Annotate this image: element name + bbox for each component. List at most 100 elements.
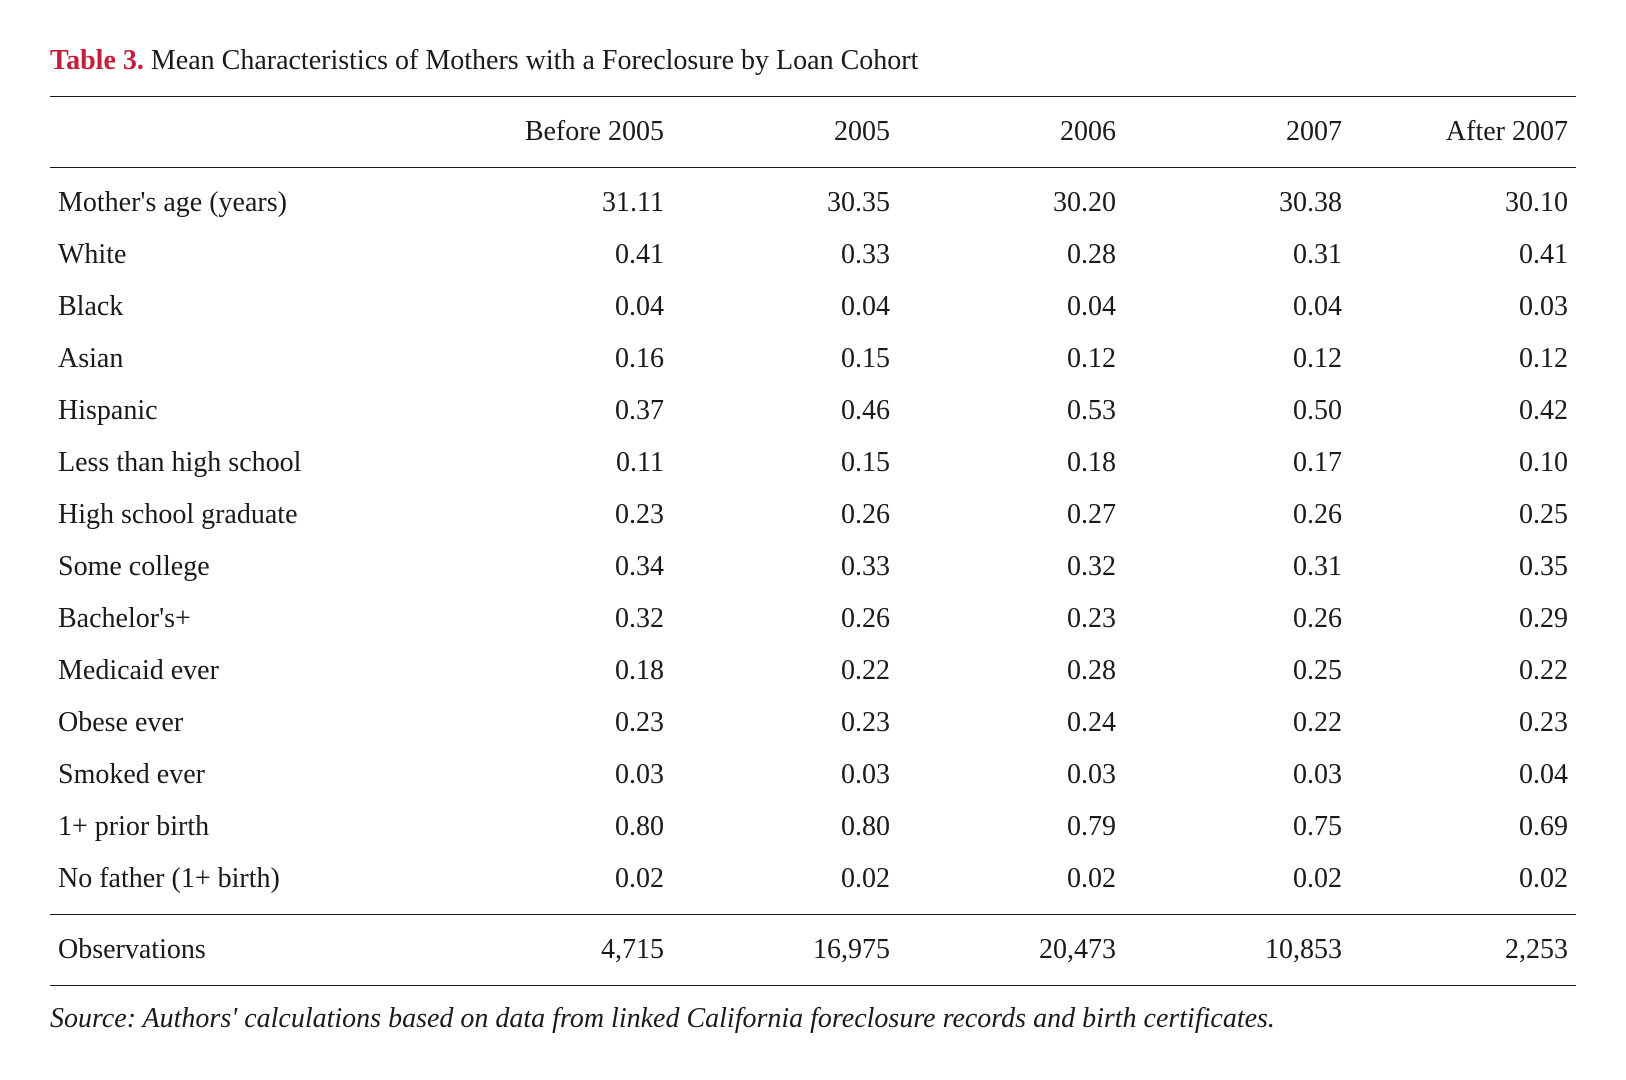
cell-value: 0.79 bbox=[898, 801, 1124, 853]
col-header-blank bbox=[50, 97, 446, 168]
cell-value: 0.12 bbox=[1350, 333, 1576, 385]
cell-value: 0.26 bbox=[1124, 593, 1350, 645]
table-row: Medicaid ever0.180.220.280.250.22 bbox=[50, 645, 1576, 697]
table-row: Obese ever0.230.230.240.220.23 bbox=[50, 697, 1576, 749]
cell-value: 0.15 bbox=[672, 437, 898, 489]
cell-value: 0.41 bbox=[446, 229, 672, 281]
row-label: Obese ever bbox=[50, 697, 446, 749]
cell-value: 0.23 bbox=[672, 697, 898, 749]
cell-value: 0.34 bbox=[446, 541, 672, 593]
cell-value: 0.12 bbox=[898, 333, 1124, 385]
cell-value: 0.50 bbox=[1124, 385, 1350, 437]
cell-value: 0.04 bbox=[898, 281, 1124, 333]
observations-value: 20,473 bbox=[898, 915, 1124, 986]
cell-value: 0.23 bbox=[898, 593, 1124, 645]
cell-value: 0.11 bbox=[446, 437, 672, 489]
source-label: Source: bbox=[50, 1003, 136, 1034]
cell-value: 30.10 bbox=[1350, 168, 1576, 230]
table-row: Mother's age (years)31.1130.3530.2030.38… bbox=[50, 168, 1576, 230]
cell-value: 0.17 bbox=[1124, 437, 1350, 489]
cell-value: 0.02 bbox=[446, 853, 672, 915]
cell-value: 0.26 bbox=[1124, 489, 1350, 541]
cell-value: 0.18 bbox=[446, 645, 672, 697]
table-row: Asian0.160.150.120.120.12 bbox=[50, 333, 1576, 385]
source-text: Authors' calculations based on data from… bbox=[143, 1003, 1275, 1034]
row-label: Black bbox=[50, 281, 446, 333]
cell-value: 0.25 bbox=[1350, 489, 1576, 541]
cell-value: 0.33 bbox=[672, 229, 898, 281]
row-label: Some college bbox=[50, 541, 446, 593]
row-label: Medicaid ever bbox=[50, 645, 446, 697]
table-body: Mother's age (years)31.1130.3530.2030.38… bbox=[50, 168, 1576, 986]
cell-value: 0.31 bbox=[1124, 541, 1350, 593]
cell-value: 30.38 bbox=[1124, 168, 1350, 230]
cell-value: 0.04 bbox=[1124, 281, 1350, 333]
table-number: Table 3. bbox=[50, 45, 144, 76]
observations-value: 2,253 bbox=[1350, 915, 1576, 986]
cell-value: 0.25 bbox=[1124, 645, 1350, 697]
cell-value: 0.75 bbox=[1124, 801, 1350, 853]
cell-value: 0.53 bbox=[898, 385, 1124, 437]
table-row: No father (1+ birth)0.020.020.020.020.02 bbox=[50, 853, 1576, 915]
table-row: Smoked ever0.030.030.030.030.04 bbox=[50, 749, 1576, 801]
cell-value: 30.20 bbox=[898, 168, 1124, 230]
table-row: High school graduate0.230.260.270.260.25 bbox=[50, 489, 1576, 541]
observations-value: 4,715 bbox=[446, 915, 672, 986]
row-label: Asian bbox=[50, 333, 446, 385]
cell-value: 0.22 bbox=[1124, 697, 1350, 749]
cell-value: 31.11 bbox=[446, 168, 672, 230]
row-label: Less than high school bbox=[50, 437, 446, 489]
cell-value: 0.18 bbox=[898, 437, 1124, 489]
cell-value: 0.10 bbox=[1350, 437, 1576, 489]
cell-value: 0.03 bbox=[672, 749, 898, 801]
row-label: Smoked ever bbox=[50, 749, 446, 801]
row-label: Mother's age (years) bbox=[50, 168, 446, 230]
observations-label: Observations bbox=[50, 915, 446, 986]
cell-value: 0.42 bbox=[1350, 385, 1576, 437]
cell-value: 0.03 bbox=[1124, 749, 1350, 801]
cell-value: 0.04 bbox=[1350, 749, 1576, 801]
cell-value: 0.02 bbox=[1124, 853, 1350, 915]
observations-value: 16,975 bbox=[672, 915, 898, 986]
cell-value: 0.16 bbox=[446, 333, 672, 385]
table-title: Table 3. Mean Characteristics of Mothers… bbox=[50, 40, 1576, 82]
cell-value: 0.37 bbox=[446, 385, 672, 437]
cell-value: 0.28 bbox=[898, 229, 1124, 281]
cell-value: 0.02 bbox=[672, 853, 898, 915]
table-row: Black0.040.040.040.040.03 bbox=[50, 281, 1576, 333]
col-header: After 2007 bbox=[1350, 97, 1576, 168]
cell-value: 0.03 bbox=[446, 749, 672, 801]
cell-value: 0.31 bbox=[1124, 229, 1350, 281]
table-header-row: Before 2005 2005 2006 2007 After 2007 bbox=[50, 97, 1576, 168]
row-label: White bbox=[50, 229, 446, 281]
cell-value: 0.02 bbox=[1350, 853, 1576, 915]
row-label: No father (1+ birth) bbox=[50, 853, 446, 915]
cell-value: 0.26 bbox=[672, 593, 898, 645]
cell-value: 0.41 bbox=[1350, 229, 1576, 281]
cell-value: 0.26 bbox=[672, 489, 898, 541]
cell-value: 0.46 bbox=[672, 385, 898, 437]
cell-value: 0.69 bbox=[1350, 801, 1576, 853]
cell-value: 0.29 bbox=[1350, 593, 1576, 645]
table-row: 1+ prior birth0.800.800.790.750.69 bbox=[50, 801, 1576, 853]
cell-value: 0.80 bbox=[446, 801, 672, 853]
col-header: Before 2005 bbox=[446, 97, 672, 168]
col-header: 2007 bbox=[1124, 97, 1350, 168]
cell-value: 0.02 bbox=[898, 853, 1124, 915]
cell-value: 0.22 bbox=[1350, 645, 1576, 697]
table-row: Some college0.340.330.320.310.35 bbox=[50, 541, 1576, 593]
cell-value: 0.33 bbox=[672, 541, 898, 593]
observations-value: 10,853 bbox=[1124, 915, 1350, 986]
col-header: 2005 bbox=[672, 97, 898, 168]
table-row: Less than high school0.110.150.180.170.1… bbox=[50, 437, 1576, 489]
cell-value: 30.35 bbox=[672, 168, 898, 230]
cell-value: 0.04 bbox=[446, 281, 672, 333]
cell-value: 0.04 bbox=[672, 281, 898, 333]
observations-row: Observations4,71516,97520,47310,8532,253 bbox=[50, 915, 1576, 986]
cell-value: 0.28 bbox=[898, 645, 1124, 697]
table-row: Hispanic0.370.460.530.500.42 bbox=[50, 385, 1576, 437]
row-label: Bachelor's+ bbox=[50, 593, 446, 645]
cell-value: 0.03 bbox=[1350, 281, 1576, 333]
table-row: White0.410.330.280.310.41 bbox=[50, 229, 1576, 281]
cell-value: 0.23 bbox=[446, 489, 672, 541]
